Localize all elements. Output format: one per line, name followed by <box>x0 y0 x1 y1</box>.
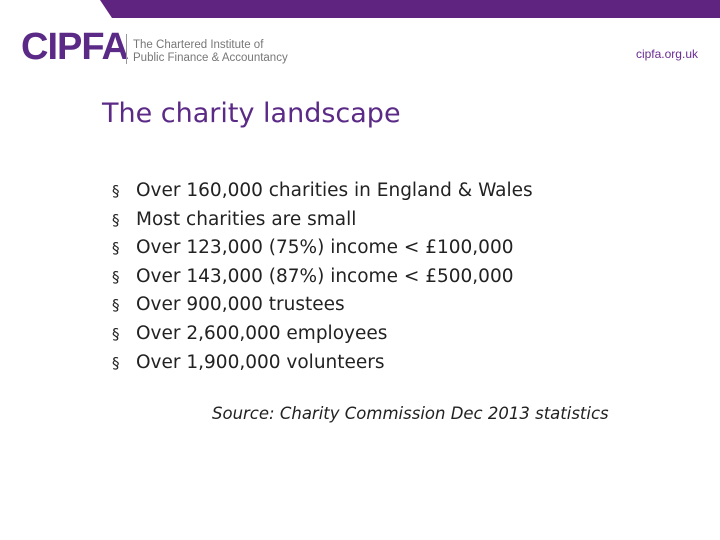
bullet-item: Over 900,000 trustees <box>112 291 533 320</box>
bullet-item: Over 2,600,000 employees <box>112 320 533 349</box>
bullet-item: Most charities are small <box>112 206 533 235</box>
logo-divider <box>126 34 127 64</box>
slide-title: The charity landscape <box>102 98 401 129</box>
logo: CIPFA <box>21 26 129 68</box>
org-name: The Chartered Institute of Public Financ… <box>133 39 288 65</box>
org-name-line: Public Finance & Accountancy <box>133 52 288 64</box>
bullet-item: Over 143,000 (87%) income < £500,000 <box>112 263 533 292</box>
header-bar <box>100 0 720 18</box>
bullet-item: Over 160,000 charities in England & Wale… <box>112 177 533 206</box>
url: cipfa.org.uk <box>635 47 698 61</box>
header-band <box>100 0 720 18</box>
source-note: Source: Charity Commission Dec 2013 stat… <box>212 404 609 423</box>
bullet-item: Over 1,900,000 volunteers <box>112 349 533 378</box>
org-name-line: The Chartered Institute of <box>133 39 264 51</box>
bullet-list: Over 160,000 charities in England & Wale… <box>112 177 533 377</box>
bullet-item: Over 123,000 (75%) income < £100,000 <box>112 234 533 263</box>
